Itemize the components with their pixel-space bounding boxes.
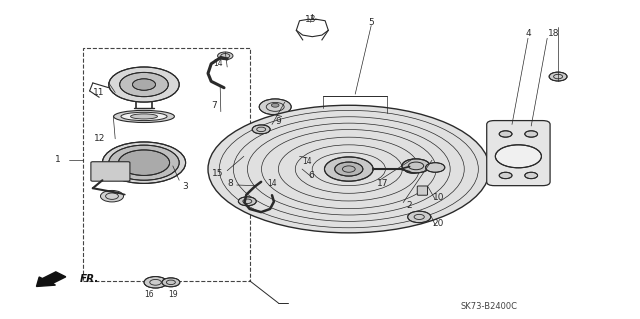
- Circle shape: [102, 142, 186, 183]
- Circle shape: [404, 165, 421, 173]
- Circle shape: [238, 197, 256, 206]
- Circle shape: [266, 190, 278, 197]
- Ellipse shape: [121, 112, 167, 121]
- Circle shape: [426, 163, 445, 172]
- Text: 7: 7: [212, 101, 217, 110]
- Text: 20: 20: [433, 219, 444, 228]
- Circle shape: [259, 99, 291, 115]
- Circle shape: [109, 145, 179, 180]
- Circle shape: [335, 162, 363, 176]
- FancyBboxPatch shape: [417, 186, 428, 195]
- Circle shape: [244, 153, 262, 162]
- Circle shape: [525, 131, 538, 137]
- Text: 14: 14: [267, 179, 277, 188]
- Text: 18: 18: [548, 29, 559, 38]
- Text: 4: 4: [525, 29, 531, 38]
- Circle shape: [495, 145, 541, 168]
- Text: 6: 6: [309, 171, 314, 180]
- Text: 10: 10: [433, 193, 444, 202]
- Circle shape: [408, 211, 431, 223]
- Text: FR.: FR.: [80, 274, 99, 284]
- Text: 3: 3: [183, 182, 188, 191]
- Circle shape: [162, 278, 180, 287]
- Text: 15: 15: [212, 169, 223, 178]
- Text: 5: 5: [369, 18, 374, 27]
- Circle shape: [525, 172, 538, 179]
- Text: 8: 8: [228, 179, 233, 188]
- Text: SK73-B2400C: SK73-B2400C: [461, 302, 518, 311]
- Text: 19: 19: [168, 290, 178, 299]
- Text: 13: 13: [305, 15, 316, 24]
- Circle shape: [271, 103, 279, 107]
- Text: 1: 1: [55, 155, 60, 164]
- Ellipse shape: [208, 105, 490, 233]
- Text: 11: 11: [93, 88, 105, 97]
- Ellipse shape: [114, 110, 174, 122]
- Circle shape: [252, 125, 270, 134]
- Circle shape: [218, 52, 233, 60]
- Circle shape: [100, 190, 124, 202]
- Circle shape: [402, 159, 430, 173]
- Text: 12: 12: [93, 134, 105, 143]
- Circle shape: [285, 168, 306, 178]
- Circle shape: [281, 153, 299, 162]
- Circle shape: [549, 72, 567, 81]
- FancyBboxPatch shape: [487, 121, 550, 186]
- Circle shape: [499, 172, 512, 179]
- Circle shape: [118, 150, 170, 175]
- Text: 16: 16: [144, 290, 154, 299]
- Circle shape: [499, 131, 512, 137]
- Circle shape: [109, 67, 179, 102]
- Text: 14: 14: [302, 157, 312, 166]
- Text: 14: 14: [212, 59, 223, 68]
- Circle shape: [132, 79, 156, 90]
- Ellipse shape: [131, 114, 157, 119]
- Circle shape: [120, 72, 168, 97]
- Circle shape: [269, 116, 294, 129]
- Circle shape: [144, 277, 167, 288]
- Text: 9: 9: [276, 117, 281, 126]
- FancyArrow shape: [36, 272, 66, 286]
- Circle shape: [324, 157, 373, 181]
- Text: 17: 17: [377, 179, 388, 188]
- FancyBboxPatch shape: [91, 162, 130, 181]
- Text: 2: 2: [407, 201, 412, 210]
